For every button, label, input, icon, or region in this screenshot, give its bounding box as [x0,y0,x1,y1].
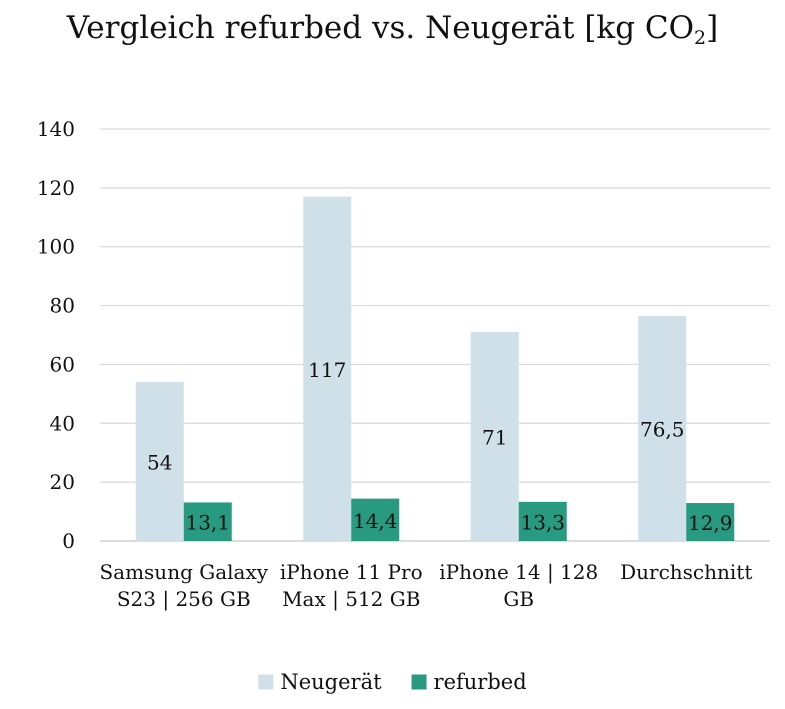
y-tick-label: 20 [50,470,75,494]
y-tick-label: 120 [37,176,75,200]
y-tick-label: 80 [50,294,75,318]
data-label: 13,3 [520,510,565,534]
y-tick-label: 140 [37,117,75,141]
chart-title-end: ] [706,10,719,46]
y-tick-label: 40 [50,411,75,435]
bar-refurbed [686,503,735,541]
bars [135,196,735,541]
data-label: 13,1 [185,511,230,535]
bar-refurbed [351,498,400,541]
x-tick-label: Durchschnitt [620,560,752,584]
y-tick-label: 100 [37,235,75,259]
legend-label: refurbed [434,670,527,694]
legend-swatch [411,674,427,690]
data-label: 76,5 [640,417,685,441]
y-tick-label: 0 [62,529,75,553]
bar-neuger-t [135,382,184,541]
chart-title-main: Vergleich refurbed vs. Neugerät [kg CO [66,10,695,46]
y-tick-label: 60 [50,352,75,376]
x-tick-label: Samsung Galaxy S23 | 256 GB [99,560,268,612]
y-axis-ticks: 0 20 40 60 80 100 120 140 [37,117,75,553]
chart-title: Vergleich refurbed vs. Neugerät [kg CO2] [0,8,785,48]
bar-neuger-t [303,196,352,541]
x-tick-label: iPhone 11 Pro Max | 512 GB [280,560,423,612]
data-label: 14,4 [353,509,398,533]
legend-swatch [258,674,274,690]
bar-refurbed [518,501,567,541]
data-labels: 54 13,1 117 14,4 71 13,3 76,5 12,9 [147,358,732,535]
bar-refurbed [183,502,232,541]
legend-label: Neugerät [280,670,382,694]
bar-neuger-t [470,332,519,541]
data-label: 54 [147,451,172,475]
bar-neuger-t [638,315,687,541]
chart-title-subscript: 2 [694,27,707,49]
x-tick-label: iPhone 14 | 128 GB [439,560,598,611]
data-label: 117 [308,358,346,382]
legend: Neugerät refurbed [258,670,527,694]
data-label: 12,9 [688,511,733,535]
data-label: 71 [482,426,507,450]
